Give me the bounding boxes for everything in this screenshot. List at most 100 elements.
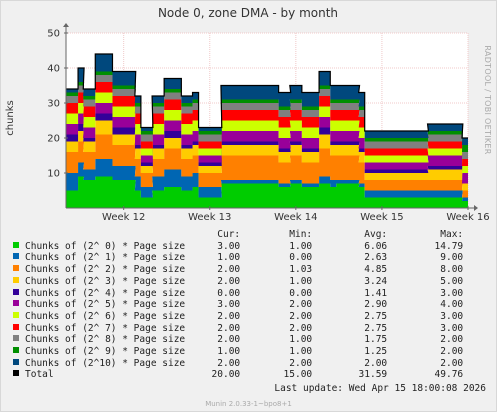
legend-min-value: 1.00: [289, 275, 313, 287]
legend-min-value: 1.03: [289, 264, 313, 276]
legend-series-name: Chunks of (2^ 8) * Page size: [25, 334, 186, 346]
legend-header-max: Max:: [440, 229, 464, 240]
legend-row: Chunks of (2^ 6) * Page size 2.00 2.00 2.75…: [12, 311, 463, 323]
legend-max-value: 2.00: [440, 334, 464, 346]
legend-series-name: Chunks of (2^ 7) * Page size: [25, 322, 186, 334]
x-tick-label: Week 12: [102, 212, 145, 223]
legend-avg-value: 1.75: [364, 334, 388, 346]
y-tick-label: 40: [47, 64, 60, 75]
legend-max-value: 3.00: [440, 322, 464, 334]
legend-cur-value: 1.00: [217, 252, 241, 264]
rrdtool-credit: RADTOOL / TOBI OETIKER: [483, 45, 492, 154]
legend-row: Chunks of (2^ 4) * Page size 0.00 0.00 1.41…: [12, 288, 463, 300]
legend-cur-value: 3.00: [217, 240, 241, 252]
y-tick-label: 50: [47, 29, 60, 40]
legend-series-name: Chunks of (2^ 0) * Page size: [25, 240, 186, 252]
legend-series-name: Chunks of (2^ 1) * Page size: [25, 252, 186, 264]
legend-swatch: [13, 265, 19, 272]
legend-swatch: [13, 253, 19, 260]
legend-table: Cur: Min: Avg: Max: Chunks of (2^ 0) * P…: [12, 229, 463, 381]
legend-max-value: 5.00: [440, 275, 464, 287]
legend-max-value: 14.79: [434, 240, 464, 252]
legend-header-row: Cur: Min: Avg: Max:: [12, 229, 463, 241]
legend-avg-value: 2.75: [364, 310, 388, 322]
legend-min-value: 1.00: [289, 240, 313, 252]
legend-avg-value: 4.85: [364, 264, 388, 276]
legend-max-value: 2.00: [440, 346, 464, 358]
legend-cur-value: 20.00: [211, 369, 241, 381]
legend-min-value: 0.00: [289, 287, 313, 299]
legend-header-cur: Cur:: [217, 229, 241, 240]
legend-series-name: Chunks of (2^ 4) * Page size: [25, 287, 186, 299]
legend-row: Chunks of (2^10) * Page size 2.00 2.00 2.00…: [12, 358, 463, 370]
series-area: [66, 54, 468, 145]
legend-avg-value: 6.06: [364, 240, 388, 252]
legend-series-name: Chunks of (2^ 3) * Page size: [25, 275, 186, 287]
series-area: [66, 134, 468, 198]
y-axis-arrow: [63, 23, 69, 27]
legend-min-value: 2.00: [289, 322, 313, 334]
legend-row: Total 20.00 15.00 31.59 49.76: [12, 369, 463, 381]
legend-row: Chunks of (2^ 1) * Page size 1.00 0.00 2.63…: [12, 252, 463, 264]
legend-min-value: 2.00: [289, 299, 313, 311]
legend-max-value: 3.00: [440, 287, 464, 299]
legend-avg-value: 3.24: [364, 275, 388, 287]
series-area: [66, 176, 468, 208]
legend-avg-value: 2.00: [364, 357, 388, 369]
legend-avg-value: 2.90: [364, 299, 388, 311]
legend-max-value: 3.00: [440, 310, 464, 322]
legend-swatch: [13, 347, 19, 354]
legend-max-value: 2.00: [440, 357, 464, 369]
legend-cur-value: 2.00: [217, 264, 241, 276]
legend-row: Chunks of (2^ 9) * Page size 1.00 1.00 1.25…: [12, 346, 463, 358]
legend-avg-value: 2.75: [364, 322, 388, 334]
chart-title: Node 0, zone DMA - by month: [158, 6, 338, 20]
legend-series-name: Chunks of (2^ 6) * Page size: [25, 310, 186, 322]
x-axis-arrow: [474, 205, 478, 211]
legend-row: Chunks of (2^ 8) * Page size 2.00 1.00 1.75…: [12, 334, 463, 346]
legend-cur-value: 2.00: [217, 334, 241, 346]
legend-cur-value: 0.00: [217, 287, 241, 299]
series-area: [66, 75, 468, 159]
legend-cur-value: 1.00: [217, 346, 241, 358]
y-tick-label: 10: [47, 169, 60, 180]
x-tick-label: Week 13: [188, 212, 231, 223]
legend-series-name: Chunks of (2^10) * Page size: [25, 357, 186, 369]
series-area: [66, 71, 468, 152]
legend-series-name: Total: [25, 369, 54, 381]
axes: 10 20 30 40 50 Week 12 Week 13 Week 14 Week 15 We…: [47, 23, 490, 223]
legend-swatch: [13, 311, 19, 318]
legend-swatch: [13, 241, 19, 248]
legend-series-name: Chunks of (2^ 5) * Page size: [25, 299, 186, 311]
legend-min-value: 15.00: [283, 369, 313, 381]
series-area: [66, 92, 468, 173]
legend-row: Chunks of (2^ 7) * Page size 2.00 2.00 2.75…: [12, 323, 463, 335]
legend-series-name: Chunks of (2^ 9) * Page size: [25, 346, 186, 358]
legend-row: Chunks of (2^ 3) * Page size 2.00 1.00 3.24…: [12, 276, 463, 288]
legend-avg-value: 2.63: [364, 252, 388, 264]
legend-series-name: Chunks of (2^ 2) * Page size: [25, 264, 186, 276]
last-update: Last update: Wed Apr 15 18:00:08 2026: [274, 383, 486, 394]
legend-cur-value: 2.00: [217, 275, 241, 287]
legend-avg-value: 1.41: [364, 287, 388, 299]
y-tick-label: 30: [47, 99, 60, 110]
total-line: [66, 53, 468, 139]
x-tick-label: Week 15: [360, 212, 403, 223]
legend-min-value: 2.00: [289, 310, 313, 322]
legend-avg-value: 31.59: [358, 369, 388, 381]
legend-min-value: 0.00: [289, 252, 313, 264]
y-tick-label: 20: [47, 134, 60, 145]
legend-header-min: Min:: [289, 229, 313, 240]
legend-min-value: 1.00: [289, 346, 313, 358]
legend-avg-value: 1.25: [364, 346, 388, 358]
legend-swatch: [13, 300, 19, 307]
legend-row: Chunks of (2^ 0) * Page size 3.00 1.00 6.06…: [12, 241, 463, 253]
legend-swatch: [13, 288, 19, 295]
x-tick-label: Week 14: [274, 212, 317, 223]
munin-version: Munin 2.0.33-1~bpo8+1: [205, 400, 292, 408]
legend-row: Chunks of (2^ 2) * Page size 2.00 1.03 4.85…: [12, 264, 463, 276]
x-tick-label: Week 16: [446, 212, 489, 223]
legend-swatch: [13, 335, 19, 342]
legend-min-value: 2.00: [289, 357, 313, 369]
